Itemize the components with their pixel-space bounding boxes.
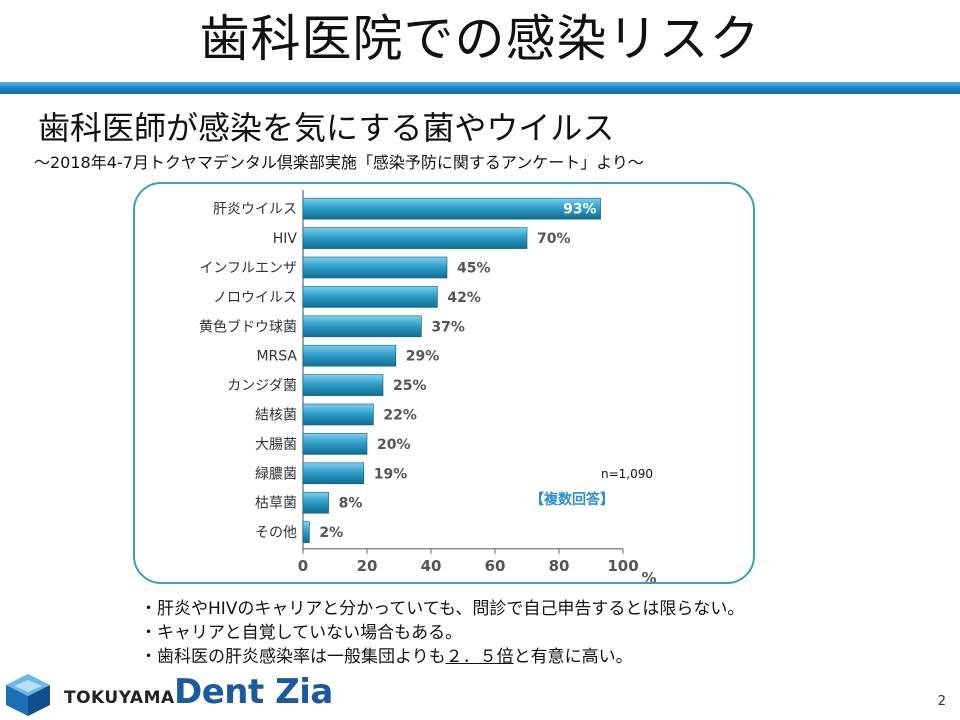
x-tick-label: 80: [549, 557, 570, 575]
value-label: 25%: [393, 378, 427, 394]
slide-subtitle: 歯科医師が感染を気にする菌やウイルス: [38, 109, 615, 147]
x-unit-label: %: [641, 569, 656, 582]
bar: [302, 256, 448, 279]
sample-size-label: n=1,090: [601, 467, 653, 481]
category-label: HIV: [273, 231, 298, 247]
category-label: 黄色ブドウ球菌: [199, 318, 297, 335]
note-line-3: ・歯科医の肝炎感染率は一般集団よりも２．５倍と有意に高い。: [140, 645, 744, 669]
bar: [302, 462, 365, 485]
value-label: 45%: [457, 261, 491, 277]
answer-type-label: 【複数回答】: [530, 491, 614, 508]
bar: [302, 286, 438, 308]
x-tick-label: 0: [298, 557, 308, 575]
note-line-3-emphasis: ２．５倍: [445, 647, 514, 667]
note-line-3-prefix: ・歯科医の肝炎感染率は一般集団よりも: [140, 647, 446, 667]
category-label: 肝炎ウイルス: [213, 202, 297, 218]
category-label: ノロウイルス: [213, 290, 297, 306]
x-tick-label: 60: [485, 557, 506, 575]
bar: [302, 403, 374, 426]
bar: [302, 315, 422, 338]
value-label: 29%: [406, 349, 440, 365]
bar: [302, 227, 528, 249]
note-line-1: ・肝炎やHIVのキャリアと分かっていても、問診で自己申告するとは限らない。: [140, 599, 745, 619]
value-label: 8%: [339, 496, 363, 512]
category-label: 緑膿菌: [255, 466, 297, 482]
logo-product-text: Dent Zia: [174, 672, 333, 712]
category-label: 枯草菌: [255, 496, 297, 512]
value-label: 70%: [537, 231, 571, 247]
chart-frame: [133, 182, 755, 584]
bar-chart: 0 20 40 60 80 100% 肝炎ウイルス 93% HIV 70% インフルエンザ 45% ノロ…: [199, 190, 657, 582]
notes-block: ・肝炎やHIVのキャリアと分かっていても、問診で自己申告するとは限らない。 ・キ…: [140, 597, 744, 669]
category-label: MRSA: [256, 349, 297, 365]
x-tick-label: 100: [607, 557, 638, 575]
slide-title: 歯科医院での感染リスク: [199, 10, 761, 68]
bar: [302, 197, 601, 220]
company-logo: TOKUYAMA Dent Zia: [4, 670, 334, 718]
value-label: 22%: [383, 408, 417, 424]
note-line-3-suffix: と有意に高い。: [513, 647, 633, 667]
value-label: 2%: [319, 525, 343, 541]
value-label: 20%: [377, 437, 411, 453]
note-line-2: ・キャリアと自覚していない場合もある。: [140, 623, 463, 643]
title-divider: [0, 82, 960, 94]
value-label: 42%: [447, 290, 481, 306]
value-label: 19%: [374, 466, 408, 482]
page-number: 2: [937, 694, 946, 709]
category-label: 結核菌: [255, 408, 297, 424]
category-label: その他: [255, 525, 297, 541]
x-tick-label: 40: [421, 557, 442, 575]
logo-brand-text: TOKUYAMA: [64, 688, 175, 708]
category-label: インフルエンザ: [199, 261, 297, 277]
bar: [302, 344, 397, 367]
cube-logo-icon: [6, 674, 50, 716]
value-label: 93%: [563, 202, 597, 218]
survey-source-note: ～2018年4-7月トクヤマデンタル倶楽部実施「感染予防に関するアンケート」より…: [34, 153, 644, 172]
category-label: カンジダ菌: [227, 378, 297, 394]
bar: [302, 491, 329, 514]
x-tick-label: 20: [357, 557, 378, 575]
bar: [302, 374, 384, 396]
category-label: 大腸菌: [255, 437, 297, 453]
bar: [302, 521, 310, 543]
bar: [302, 433, 368, 455]
value-label: 37%: [431, 319, 465, 335]
